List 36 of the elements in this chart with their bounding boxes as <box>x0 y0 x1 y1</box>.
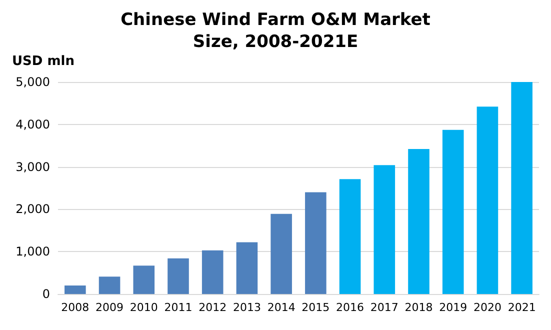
y-tick-label: 3,000 <box>16 160 50 174</box>
x-tick-label: 2014 <box>267 301 296 314</box>
x-tick-label: 2008 <box>61 301 90 314</box>
chart-title: Chinese Wind Farm O&M Market Size, 2008-2021E <box>120 10 430 52</box>
x-tick-label: 2009 <box>96 301 124 314</box>
x-tick-label: 2015 <box>302 301 330 314</box>
x-tick-label: 2016 <box>336 301 364 314</box>
bar <box>305 192 326 294</box>
y-tick-label: 5,000 <box>16 75 50 89</box>
bar <box>476 106 498 294</box>
bar <box>236 242 258 294</box>
y-tick-label: 2,000 <box>16 202 50 216</box>
bar <box>408 148 430 294</box>
y-tick-label: 0 <box>42 287 50 301</box>
bar <box>270 214 292 294</box>
x-tick-label: 2019 <box>439 301 468 314</box>
bar <box>442 130 464 294</box>
x-tick-label: 2020 <box>473 301 502 314</box>
x-tick-label: 2018 <box>404 301 433 314</box>
bar <box>168 258 189 294</box>
bar <box>133 266 155 294</box>
x-tick-label: 2021 <box>508 301 536 314</box>
x-tick-label: 2013 <box>232 301 261 314</box>
x-tick-label: 2017 <box>370 301 398 314</box>
bar <box>339 179 361 294</box>
bar <box>511 82 532 294</box>
bar <box>64 286 86 294</box>
y-axis-title: USD mln <box>12 54 74 69</box>
x-tick-label: 2012 <box>198 301 227 314</box>
y-tick-label: 1,000 <box>16 244 50 259</box>
bar <box>98 276 120 294</box>
bar <box>374 165 396 294</box>
x-tick-label: 2010 <box>130 301 158 314</box>
y-tick-label: 4,000 <box>16 117 50 132</box>
x-tick-label: 2011 <box>164 301 192 314</box>
bar <box>202 250 224 294</box>
